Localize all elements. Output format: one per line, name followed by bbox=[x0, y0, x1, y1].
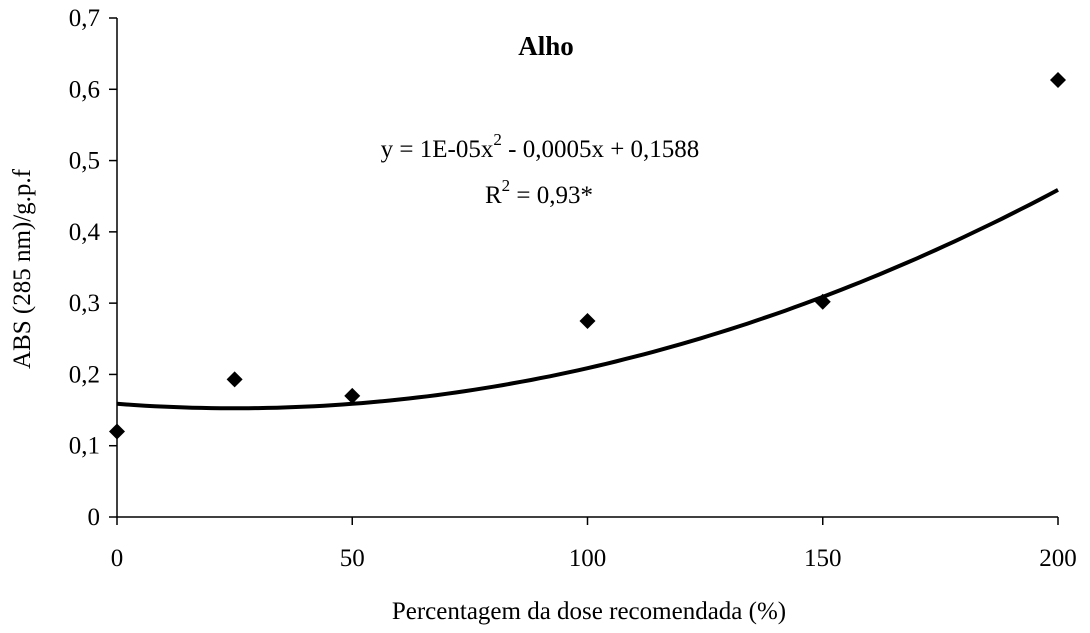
y-tick-label: 0,2 bbox=[69, 361, 100, 388]
y-tick-label: 0,3 bbox=[69, 290, 100, 317]
x-axis-title: Percentagem da dose recomendada (%) bbox=[392, 598, 786, 625]
data-point bbox=[579, 312, 596, 329]
y-tick-label: 0,4 bbox=[69, 219, 101, 246]
y-tick-label: 0,1 bbox=[69, 433, 100, 460]
r-squared-label: R2 = 0,93* bbox=[485, 176, 593, 209]
x-axis-ticks: 0 50 100 150 200 bbox=[111, 517, 1077, 572]
data-points bbox=[109, 72, 1066, 440]
chart-title: Alho bbox=[518, 31, 574, 61]
x-tick-label: 150 bbox=[804, 545, 842, 572]
data-point bbox=[226, 371, 243, 388]
y-axis-title: ABS (285 nm)/g.p.f bbox=[9, 168, 36, 369]
x-tick-label: 200 bbox=[1039, 545, 1077, 572]
trendline-equation: y = 1E-05x2 - 0,0005x + 0,1588 bbox=[381, 130, 700, 163]
equation-exponent: 2 bbox=[493, 130, 502, 149]
trendline bbox=[116, 188, 1059, 411]
y-tick-label: 0,6 bbox=[69, 76, 100, 103]
data-point bbox=[814, 293, 831, 310]
r2-exponent: 2 bbox=[502, 176, 511, 195]
r2-suffix: = 0,93* bbox=[510, 182, 593, 209]
y-axis-ticks: 0 0,1 0,2 0,3 0,4 0,5 0,6 0,7 bbox=[69, 5, 117, 531]
data-point bbox=[1050, 72, 1066, 89]
data-point bbox=[344, 387, 361, 404]
data-point bbox=[109, 423, 125, 440]
x-tick-label: 50 bbox=[340, 545, 365, 572]
y-tick-label: 0 bbox=[88, 504, 101, 531]
y-tick-label: 0,5 bbox=[69, 148, 100, 175]
y-tick-label: 0,7 bbox=[69, 5, 100, 32]
equation-suffix: - 0,0005x + 0,1588 bbox=[502, 136, 699, 163]
x-tick-label: 100 bbox=[569, 545, 607, 572]
x-tick-label: 0 bbox=[111, 545, 124, 572]
equation-prefix: y = 1E-05x bbox=[381, 136, 494, 163]
r2-prefix: R bbox=[485, 182, 502, 209]
